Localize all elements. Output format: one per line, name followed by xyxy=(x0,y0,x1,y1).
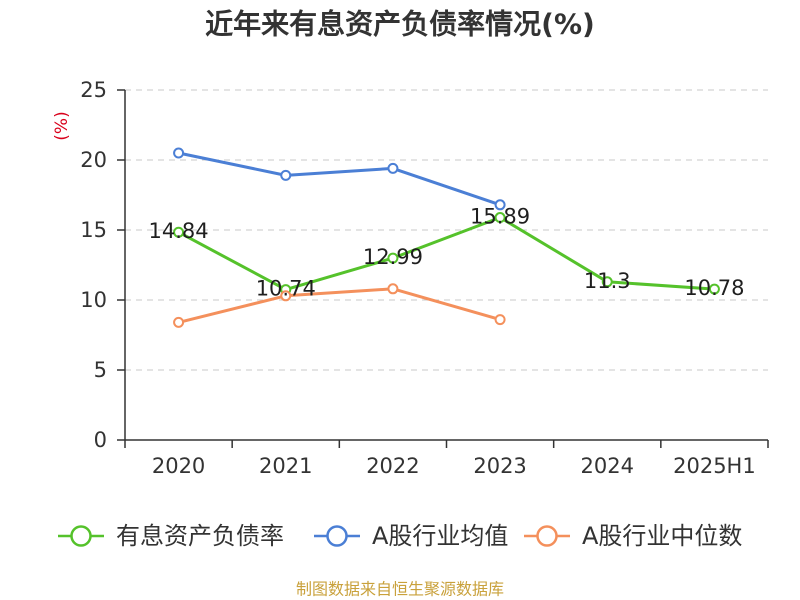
data-point xyxy=(708,283,720,295)
data-label: 10.74 xyxy=(256,277,316,301)
data-point xyxy=(494,212,506,224)
legend: 有息资产负债率 A股行业均值 A股行业中位数 xyxy=(58,522,742,550)
gridlines xyxy=(125,89,768,371)
x-tick-label: 2022 xyxy=(366,454,419,478)
legend-item: A股行业中位数 xyxy=(524,522,742,550)
source-footer: 制图数据来自恒生聚源数据库 xyxy=(296,580,504,599)
data-labels: 14.84 10.74 12.99 15.89 11.3 10.78 xyxy=(149,205,745,301)
data-label: 11.3 xyxy=(584,269,631,293)
data-label: 10.78 xyxy=(684,276,744,300)
y-axis-label: (%) xyxy=(52,111,72,140)
legend-marker xyxy=(326,525,348,547)
x-tick-label: 2021 xyxy=(259,454,312,478)
data-point xyxy=(494,314,506,326)
y-tick-label: 20 xyxy=(80,148,107,172)
data-point xyxy=(173,226,185,238)
x-tick-label: 2024 xyxy=(581,454,634,478)
data-label: 14.84 xyxy=(149,219,209,243)
series-line-1 xyxy=(177,216,716,292)
legend-label: A股行业中位数 xyxy=(582,522,742,550)
data-point xyxy=(173,147,185,159)
data-point xyxy=(601,276,613,288)
y-tick-label: 10 xyxy=(80,288,107,312)
data-point xyxy=(387,162,399,174)
legend-item: 有息资产负债率 xyxy=(58,522,284,550)
y-tick-label: 5 xyxy=(94,358,107,382)
data-point xyxy=(280,290,292,302)
legend-marker xyxy=(70,525,92,547)
data-point xyxy=(387,252,399,264)
y-tick-label: 15 xyxy=(80,218,107,242)
legend-item: A股行业均值 xyxy=(314,522,508,550)
legend-label: A股行业均值 xyxy=(372,522,508,550)
y-tick-label: 25 xyxy=(80,78,107,102)
x-tick-label: 2025H1 xyxy=(673,454,756,478)
chart-title: 近年来有息资产负债率情况(%) xyxy=(205,8,595,41)
legend-marker xyxy=(536,525,558,547)
data-point xyxy=(280,169,292,181)
series-layer xyxy=(173,147,720,328)
data-label: 15.89 xyxy=(470,205,530,229)
data-label: 12.99 xyxy=(363,245,423,269)
series-line-3 xyxy=(177,287,502,324)
data-point xyxy=(173,316,185,328)
data-point xyxy=(494,199,506,211)
legend-label: 有息资产负债率 xyxy=(116,522,284,550)
series-line-2 xyxy=(177,151,502,207)
data-point xyxy=(387,283,399,295)
x-tick-label: 2020 xyxy=(152,454,205,478)
axes: 0 5 10 15 20 25 2020 2021 2022 2023 2024 2025H1 xyxy=(80,78,769,478)
y-tick-label: 0 xyxy=(94,428,107,452)
x-tick-label: 2023 xyxy=(473,454,526,478)
